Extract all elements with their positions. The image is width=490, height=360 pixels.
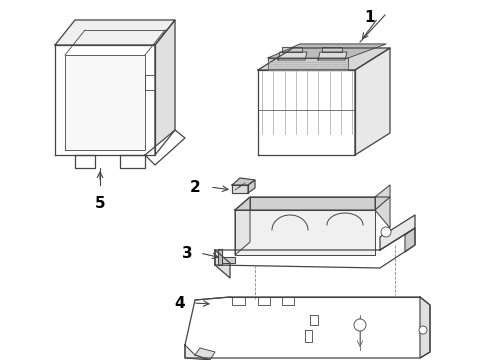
Polygon shape: [232, 297, 245, 305]
Text: 2: 2: [189, 180, 200, 194]
Polygon shape: [232, 185, 248, 193]
Circle shape: [354, 319, 366, 331]
Circle shape: [381, 227, 391, 237]
Polygon shape: [235, 197, 250, 255]
Text: 4: 4: [174, 296, 185, 310]
Polygon shape: [278, 52, 307, 60]
Polygon shape: [222, 257, 235, 263]
Polygon shape: [232, 178, 255, 185]
Polygon shape: [322, 47, 342, 52]
Polygon shape: [405, 228, 415, 252]
Polygon shape: [145, 130, 185, 165]
Circle shape: [419, 326, 427, 334]
Text: 5: 5: [95, 196, 105, 211]
Polygon shape: [305, 330, 312, 342]
Polygon shape: [215, 228, 415, 268]
Polygon shape: [258, 70, 355, 155]
Polygon shape: [185, 345, 210, 360]
Polygon shape: [248, 180, 255, 193]
Polygon shape: [55, 20, 175, 45]
Polygon shape: [235, 197, 390, 210]
Polygon shape: [355, 48, 390, 155]
Polygon shape: [250, 197, 375, 210]
Polygon shape: [380, 215, 415, 250]
Polygon shape: [282, 297, 294, 305]
Text: 1: 1: [365, 10, 375, 25]
Polygon shape: [120, 155, 145, 168]
Polygon shape: [310, 315, 318, 325]
Polygon shape: [282, 47, 302, 52]
Polygon shape: [268, 44, 386, 58]
Polygon shape: [258, 297, 270, 305]
Polygon shape: [195, 348, 215, 360]
Polygon shape: [420, 297, 430, 358]
Polygon shape: [318, 52, 347, 60]
Polygon shape: [258, 48, 390, 70]
Polygon shape: [375, 185, 390, 228]
Text: 3: 3: [182, 246, 193, 261]
Polygon shape: [268, 58, 348, 70]
Polygon shape: [75, 155, 95, 168]
Polygon shape: [155, 20, 175, 155]
Polygon shape: [235, 210, 375, 255]
Polygon shape: [145, 75, 155, 90]
Polygon shape: [65, 55, 145, 150]
Polygon shape: [185, 297, 430, 358]
Polygon shape: [55, 45, 155, 155]
Polygon shape: [218, 249, 222, 265]
Polygon shape: [215, 250, 230, 278]
